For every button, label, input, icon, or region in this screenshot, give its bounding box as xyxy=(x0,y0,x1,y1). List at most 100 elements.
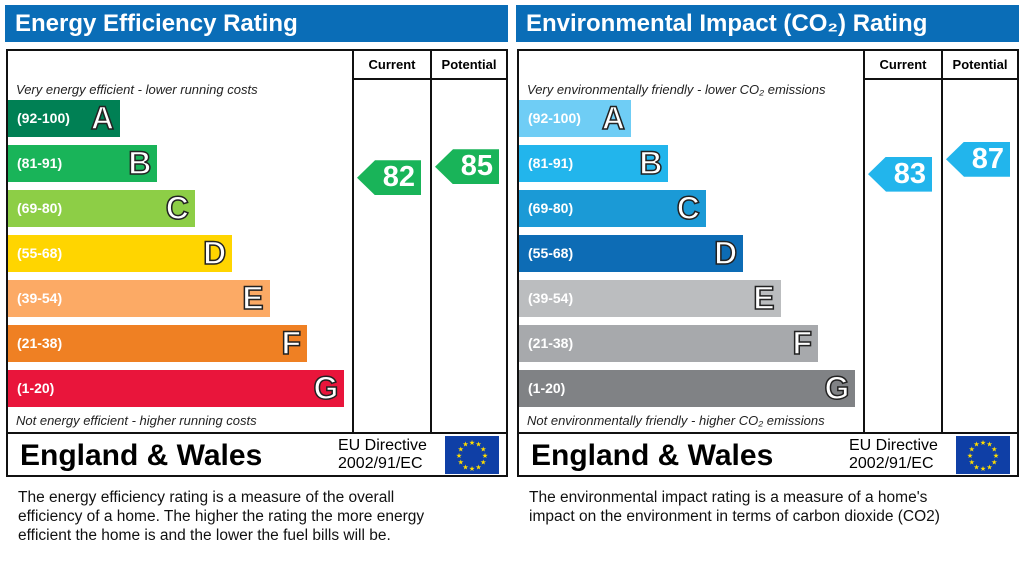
current-rating-arrow: 83 xyxy=(868,156,932,192)
band-range: (1-20) xyxy=(528,380,566,396)
directive-line-1: EU Directive xyxy=(338,437,427,454)
divider xyxy=(863,78,1017,80)
band-range: (92-100) xyxy=(17,110,70,126)
directive-line-2: 2002/91/EC xyxy=(338,455,423,472)
column-header-potential: Potential xyxy=(952,57,1008,72)
eu-directive: EU Directive 2002/91/EC xyxy=(338,437,427,473)
star-icon: ★ xyxy=(991,459,997,467)
band-range: (55-68) xyxy=(528,245,574,261)
current-rating-arrow: 82 xyxy=(357,160,421,196)
energy-efficiency-panel: Energy Efficiency Rating Current Potential… xyxy=(5,5,508,545)
star-icon: ★ xyxy=(973,441,979,449)
star-icon: ★ xyxy=(482,452,488,460)
rating-band-f: (21-38) F xyxy=(8,324,307,362)
band-letter: D xyxy=(713,234,738,272)
rating-table: Current Potential Very energy efficient - … xyxy=(6,49,508,477)
star-icon: ★ xyxy=(458,446,464,454)
band-letter: A xyxy=(90,99,115,137)
directive-line-2: 2002/91/EC xyxy=(849,455,934,472)
column-header-current: Current xyxy=(368,57,416,72)
rating-band-b: (81-91) B xyxy=(8,144,158,182)
rating-band-c: (69-80) C xyxy=(8,189,195,227)
panel-title: Environmental Impact (CO₂) Rating xyxy=(516,5,1019,42)
rating-band-a: (92-100) A xyxy=(8,99,120,137)
band-range: (39-54) xyxy=(17,290,63,306)
rating-band-g: (1-20) G xyxy=(519,369,856,407)
band-range: (69-80) xyxy=(17,200,63,216)
bottom-note: Not energy efficient - higher running co… xyxy=(16,413,257,428)
directive-line-1: EU Directive xyxy=(849,437,938,454)
star-icon: ★ xyxy=(480,446,486,454)
band-range: (81-91) xyxy=(17,155,63,171)
rating-band-a: (92-100) A xyxy=(519,99,631,137)
panel-title: Energy Efficiency Rating xyxy=(5,5,508,42)
rating-band-e: (39-54) E xyxy=(519,279,781,317)
column-header-potential: Potential xyxy=(441,57,497,72)
band-letter: B xyxy=(639,144,664,182)
potential-rating-arrow: 85 xyxy=(435,149,499,185)
description: The environmental impact rating is a mea… xyxy=(529,488,940,526)
description: The energy efficiency rating is a measur… xyxy=(18,488,424,545)
band-letter: A xyxy=(601,99,626,137)
band-letter: F xyxy=(281,324,302,362)
star-icon: ★ xyxy=(475,441,481,449)
description-line: impact on the environment in terms of ca… xyxy=(529,508,940,525)
star-icon: ★ xyxy=(986,463,992,471)
band-range: (69-80) xyxy=(528,200,574,216)
divider xyxy=(941,51,943,432)
star-icon: ★ xyxy=(969,446,975,454)
top-note: Very environmentally friendly - lower CO… xyxy=(527,82,826,97)
divider xyxy=(352,51,354,432)
band-letter: D xyxy=(202,234,227,272)
band-range: (92-100) xyxy=(528,110,581,126)
divider xyxy=(8,432,506,434)
star-icon: ★ xyxy=(458,459,464,467)
band-range: (1-20) xyxy=(17,380,55,396)
eu-directive: EU Directive 2002/91/EC xyxy=(849,437,938,473)
star-icon: ★ xyxy=(973,463,979,471)
region-label: England & Wales xyxy=(531,439,774,472)
star-icon: ★ xyxy=(991,446,997,454)
band-letter: F xyxy=(792,324,813,362)
band-letter: G xyxy=(313,369,339,407)
description-line: efficiency of a home. The higher the rat… xyxy=(18,508,425,525)
star-icon: ★ xyxy=(462,463,468,471)
rating-band-d: (55-68) D xyxy=(8,234,233,272)
description-line: efficient the home is and the lower the … xyxy=(18,527,391,544)
potential-rating-arrow: 87 xyxy=(946,141,1010,177)
environmental-impact-panel: Environmental Impact (CO₂) Rating Current… xyxy=(511,0,1023,572)
star-icon: ★ xyxy=(469,465,475,473)
rating-band-b: (81-91) B xyxy=(519,144,669,182)
divider xyxy=(863,51,865,432)
description-line: The energy efficiency rating is a measur… xyxy=(18,489,395,506)
region-label: England & Wales xyxy=(20,439,263,472)
eu-flag-icon: ★ ★ ★ ★ ★ ★ ★ ★ ★ ★ ★ ★ xyxy=(445,436,499,474)
rating-band-e: (39-54) E xyxy=(8,279,270,317)
band-range: (21-38) xyxy=(528,335,574,351)
star-icon: ★ xyxy=(480,459,486,467)
band-range: (21-38) xyxy=(17,335,63,351)
star-icon: ★ xyxy=(462,441,468,449)
rating-table: Current Potential Very environmentally fri… xyxy=(517,49,1019,477)
band-letter: B xyxy=(128,144,153,182)
star-icon: ★ xyxy=(993,452,999,460)
divider xyxy=(430,51,432,432)
rating-band-c: (69-80) C xyxy=(519,189,706,227)
eu-flag-icon: ★ ★ ★ ★ ★ ★ ★ ★ ★ ★ ★ ★ xyxy=(956,436,1010,474)
band-range: (55-68) xyxy=(17,245,63,261)
star-icon: ★ xyxy=(469,439,475,447)
band-range: (81-91) xyxy=(528,155,574,171)
rating-band-f: (21-38) F xyxy=(519,324,818,362)
star-icon: ★ xyxy=(456,452,462,460)
band-range: (39-54) xyxy=(528,290,574,306)
bottom-note: Not environmentally friendly - higher CO… xyxy=(527,413,825,428)
star-icon: ★ xyxy=(986,441,992,449)
star-icon: ★ xyxy=(969,459,975,467)
description-line: The environmental impact rating is a mea… xyxy=(529,489,928,506)
star-icon: ★ xyxy=(980,439,986,447)
band-letter: E xyxy=(241,279,264,317)
band-letter: G xyxy=(824,369,850,407)
band-letter: C xyxy=(676,189,701,227)
top-note: Very energy efficient - lower running co… xyxy=(16,82,258,97)
star-icon: ★ xyxy=(475,463,481,471)
